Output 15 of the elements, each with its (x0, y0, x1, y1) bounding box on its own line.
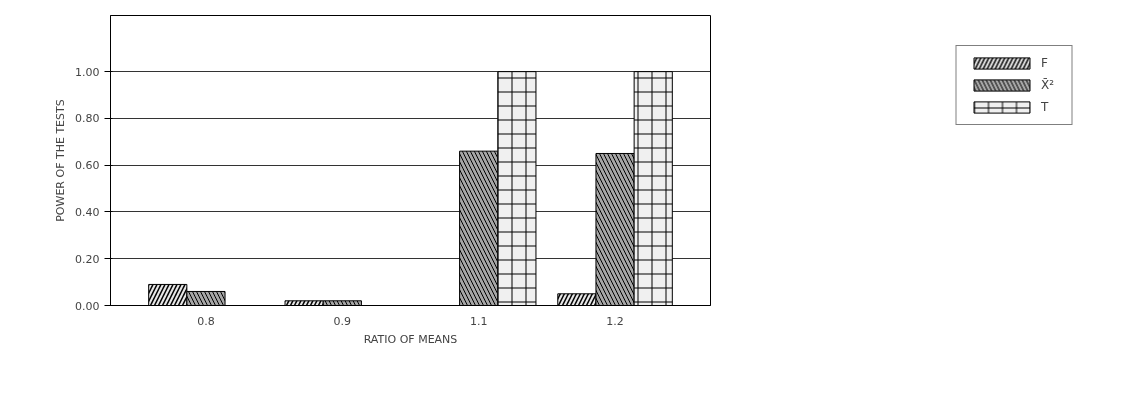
x-tick-label: 0.9 (333, 314, 352, 328)
y-tick-label: 0.00 (75, 299, 100, 313)
y-axis-title: POWER OF THE TESTS (54, 99, 68, 222)
x-axis-title: RATIO OF MEANS (363, 332, 458, 346)
y-tick-label: 0.60 (75, 159, 100, 173)
x-tick-label: 0.8 (197, 314, 215, 328)
x-tick-label: 1.1 (469, 314, 488, 328)
legend-label: F (1041, 56, 1049, 70)
legend-label: T (1041, 100, 1050, 114)
legend-label: X̄² (1041, 78, 1056, 92)
y-tick-label: 0.40 (75, 205, 100, 219)
y-tick-label: 0.20 (75, 252, 100, 266)
y-tick-label: 1.00 (75, 65, 100, 79)
x-tick-label: 1.2 (606, 314, 624, 328)
y-tick-label: 0.80 (75, 112, 100, 126)
